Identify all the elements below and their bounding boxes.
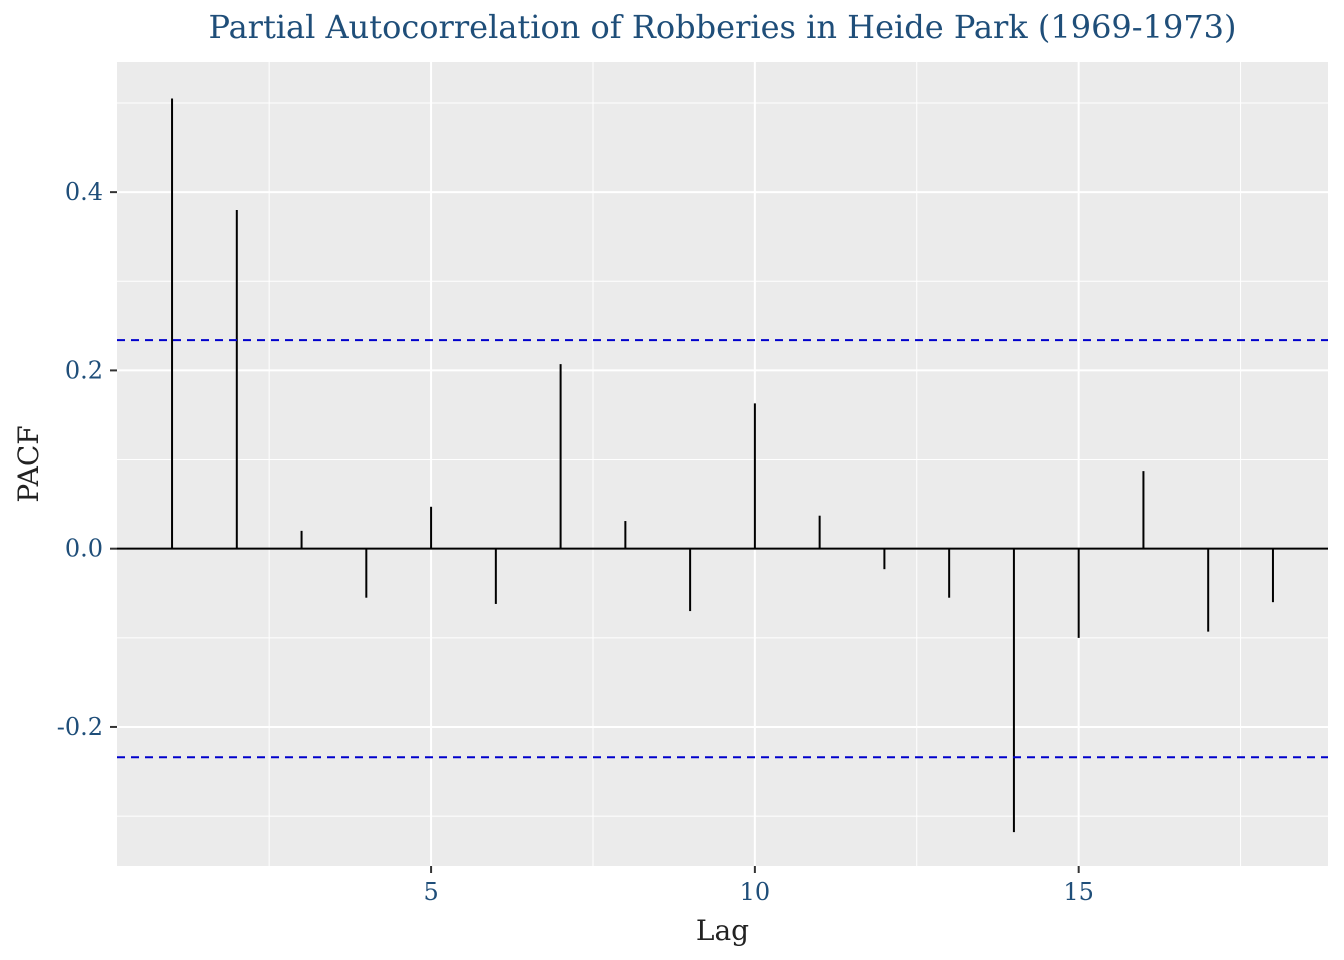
- y-axis-ticks: -0.2 0.0 0.2 0.4: [57, 178, 117, 741]
- y-tick-label: 0.4: [65, 178, 103, 206]
- plot-panel: [117, 62, 1328, 866]
- grid-minor: [117, 62, 1328, 866]
- x-axis-title: Lag: [696, 914, 749, 947]
- x-tick-label: 5: [423, 878, 438, 906]
- y-tick-label: -0.2: [57, 713, 103, 741]
- y-tick-label: 0.0: [65, 535, 103, 563]
- y-axis-title: PACF: [12, 425, 45, 502]
- x-tick-label: 10: [740, 878, 771, 906]
- x-tick-label: 15: [1063, 878, 1094, 906]
- pacf-spikes: [171, 98, 1274, 833]
- chart-title: Partial Autocorrelation of Robberies in …: [208, 8, 1236, 46]
- x-axis-ticks: 5 10 15: [423, 866, 1094, 906]
- y-tick-label: 0.2: [65, 356, 103, 384]
